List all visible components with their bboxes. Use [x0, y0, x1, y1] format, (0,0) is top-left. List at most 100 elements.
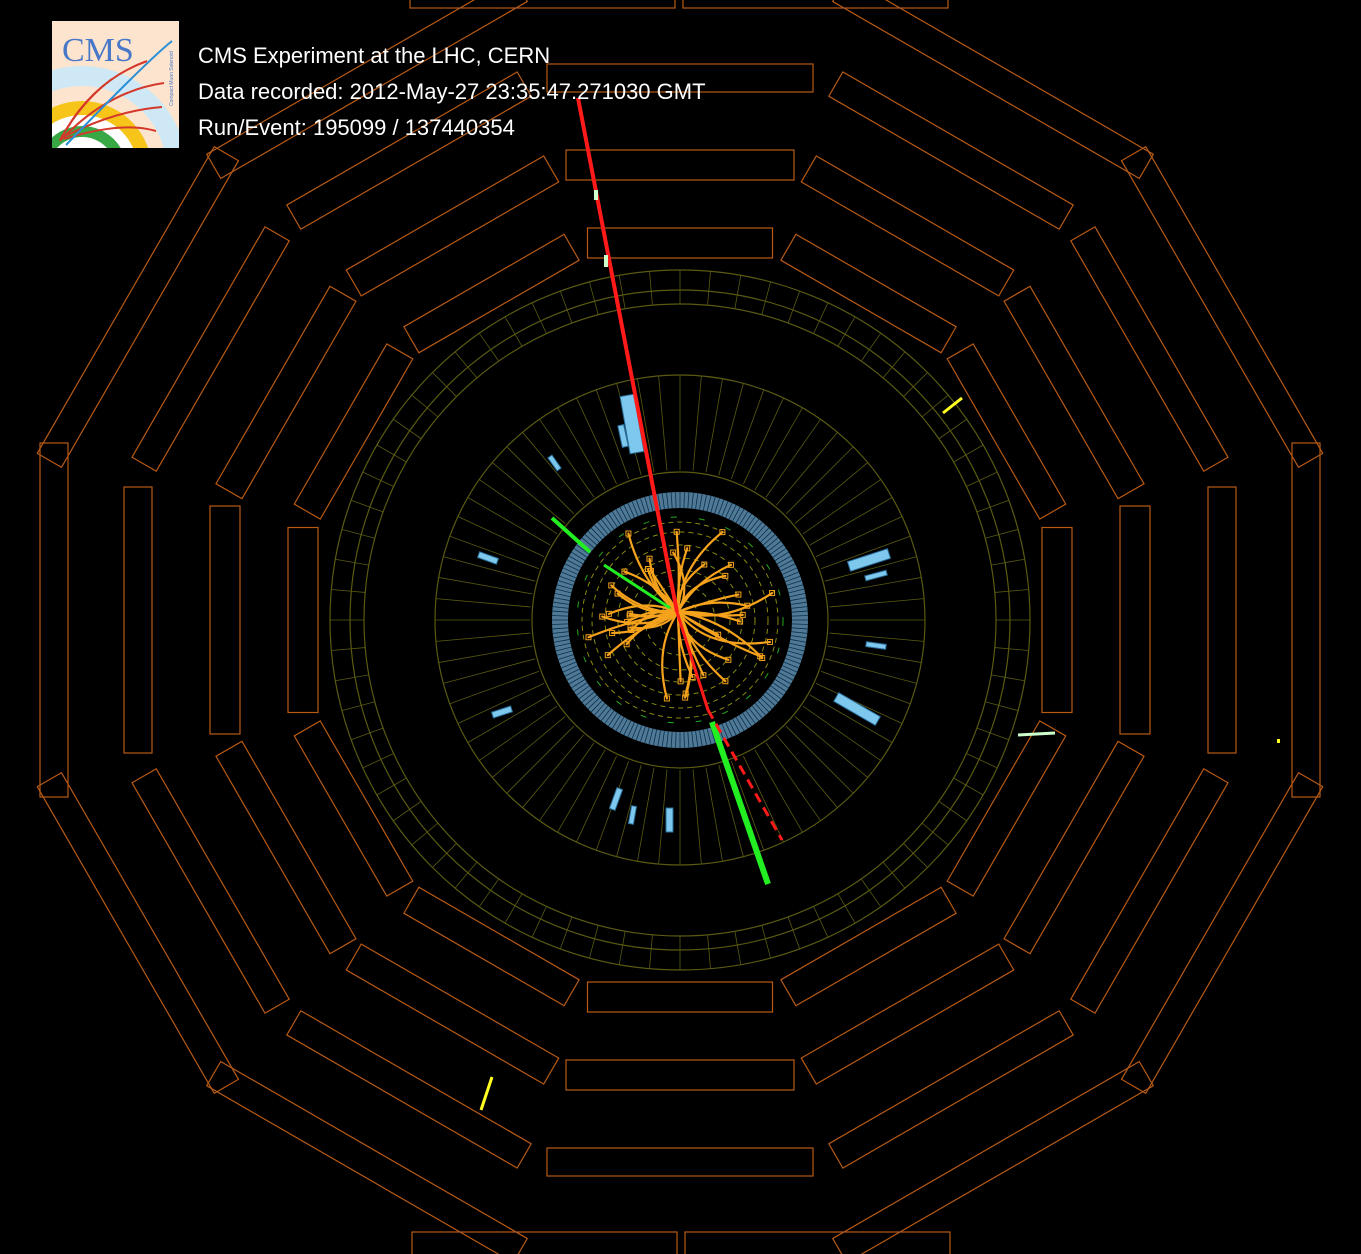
hcal-tick [504, 893, 523, 924]
ecal-crystal [748, 708, 760, 722]
muon-chamber-segment [403, 233, 580, 354]
ecal-crystal [699, 493, 703, 510]
hcal-tower [820, 670, 911, 705]
ecal-crystal [623, 720, 632, 736]
track [661, 610, 680, 700]
tracker-tracks [581, 521, 779, 719]
muon-chamber [131, 767, 291, 1015]
muon-chamber-segment [800, 943, 1015, 1085]
track-hit [663, 695, 670, 702]
track-hit [628, 627, 635, 634]
hcal-tick [531, 302, 547, 334]
muon-track-down [675, 611, 710, 711]
muon-chamber-segment [409, 0, 676, 9]
ecal-crystal [562, 665, 578, 673]
ecal-crystal [790, 639, 807, 643]
muon-chamber [345, 943, 560, 1085]
ecal-crystal [554, 642, 571, 648]
ecal-crystal [552, 606, 569, 609]
track-hit [684, 545, 691, 552]
ecal-crystal [772, 682, 787, 692]
ecal-crystal [783, 661, 799, 669]
ecal-crystal [732, 506, 741, 522]
hcal-tower [718, 764, 744, 857]
hcal-tower [827, 645, 922, 663]
hcal-tick [761, 281, 771, 315]
hcal-tick [860, 333, 882, 362]
hcal-tick [994, 589, 1029, 593]
track [676, 574, 727, 614]
hcal-tower [829, 632, 925, 642]
muon-chamber-segment [831, 0, 1155, 180]
energy-deposit [547, 454, 562, 472]
muon-chamber [946, 343, 1067, 520]
muon-chambers [36, 0, 1324, 1254]
ecal-crystal [597, 521, 609, 535]
ecal-crystal [765, 691, 779, 703]
run-event-number: Run/Event: 195099 / 137440354 [198, 115, 515, 140]
ecal-inner-hits [576, 516, 784, 724]
hcal-tower [637, 378, 655, 473]
track-hit [737, 618, 744, 625]
energy-deposits [476, 393, 1280, 1111]
hcal-tower [718, 383, 744, 476]
cms-logo-icon: CMS Compact Muon Solenoid [52, 21, 179, 148]
hcal-tick [707, 271, 711, 306]
hcal-tower [743, 397, 784, 485]
ecal-crystal [600, 518, 612, 532]
ecal-crystal [770, 544, 784, 555]
hcal-tick [589, 925, 599, 959]
hcal-tower [743, 755, 784, 843]
energy-deposit [608, 786, 624, 812]
muon-hit [1277, 739, 1280, 743]
hcal-tick [341, 701, 375, 711]
hcal-tick [903, 372, 928, 397]
ecal-crystal [782, 567, 798, 575]
track-hit [725, 656, 732, 663]
ecal-crystal [666, 492, 669, 509]
hcal-tick [454, 351, 478, 379]
hcal-tick [882, 351, 906, 379]
ecal-crystal [785, 657, 801, 665]
muon-chamber-segment [1069, 225, 1229, 473]
hcal-tower [794, 462, 868, 524]
track [676, 593, 740, 614]
hcal-tower [824, 556, 917, 582]
muon-hit [594, 190, 598, 200]
muon-chamber [345, 155, 560, 297]
muon-chamber-segment [1003, 740, 1145, 955]
hcal-tick [531, 906, 547, 938]
hcal-tick [837, 893, 856, 924]
ecal-crystal [566, 559, 582, 568]
hcal-tower [765, 742, 821, 821]
ecal-crystal [615, 716, 625, 732]
muon-chamber-segment [131, 225, 291, 473]
hcal-tower [576, 397, 617, 485]
hcal-tick [432, 372, 457, 397]
hcal-tower [827, 577, 922, 595]
ecal-crystal [552, 610, 569, 613]
track-hit [766, 638, 773, 645]
hcal-tower [539, 742, 595, 821]
hcal-tick [393, 418, 422, 440]
ecal-crystal [742, 513, 752, 528]
ecal-crystal [594, 702, 606, 716]
muon-chamber-segment [403, 886, 580, 1007]
ecal-crystal [710, 727, 716, 744]
hcal-tick [376, 777, 407, 796]
muon-chamber [780, 886, 957, 1007]
hcal-tick [454, 861, 478, 889]
ecal-crystal [556, 584, 573, 590]
ecal-crystal [553, 597, 570, 601]
ecal-crystal [584, 694, 598, 706]
ecal-crystal [739, 714, 749, 729]
track [625, 609, 680, 624]
ecal-crystal [608, 712, 618, 727]
ecal-crystal [728, 720, 737, 736]
ecal-crystal [573, 548, 588, 558]
hcal-tick [921, 822, 949, 846]
track [676, 531, 724, 614]
ecal-crystal [644, 496, 650, 513]
hcal-tower [438, 577, 533, 595]
muon-chamber-segment [131, 767, 291, 1015]
